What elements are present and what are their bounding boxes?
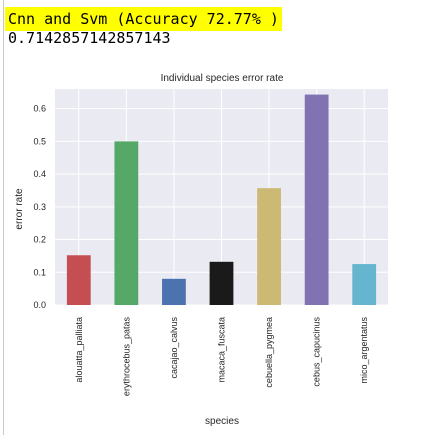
- y-tick-label: 0.2: [33, 235, 46, 245]
- bar: [257, 188, 281, 305]
- x-tick-label: cebus_capucinus: [312, 317, 322, 387]
- bar: [114, 141, 139, 305]
- bars: [66, 94, 377, 306]
- cell-left-border: [3, 0, 4, 435]
- y-tick-labels: 0.0 0.1 0.2 0.3 0.4 0.5 0.6: [33, 104, 46, 310]
- y-tick-label: 0.1: [33, 267, 46, 277]
- bar: [352, 264, 377, 305]
- y-tick-label: 0.4: [33, 169, 46, 179]
- x-tick-label: cebuella_pygmea: [264, 317, 274, 388]
- x-tick-label: erythrocebus_patas: [121, 317, 131, 397]
- x-tick-label: macaca_fuscata: [217, 317, 227, 383]
- bar: [304, 94, 329, 306]
- x-tick-label: cacajao_calvus: [169, 317, 179, 379]
- chart-title: Individual species error rate: [161, 73, 284, 84]
- y-tick-label: 0.6: [33, 104, 46, 114]
- x-tick-labels: alouatta_palliata erythrocebus_patas cacaj…: [74, 317, 369, 397]
- bar: [66, 255, 91, 305]
- y-tick-label: 0.0: [33, 300, 46, 310]
- notebook-heading: Cnn and Svm (Accuracy 72.77% ): [5, 7, 282, 31]
- x-tick-label: mico_argentatus: [359, 317, 369, 384]
- bar: [209, 261, 234, 305]
- bar: [162, 278, 186, 305]
- y-tick-label: 0.3: [33, 202, 46, 212]
- x-tick-label: alouatta_palliata: [74, 317, 84, 383]
- output-value: 0.7142857142857143: [8, 29, 171, 47]
- y-axis-label: error rate: [14, 188, 25, 230]
- y-tick-label: 0.5: [33, 136, 46, 146]
- x-axis-label: species: [205, 416, 239, 427]
